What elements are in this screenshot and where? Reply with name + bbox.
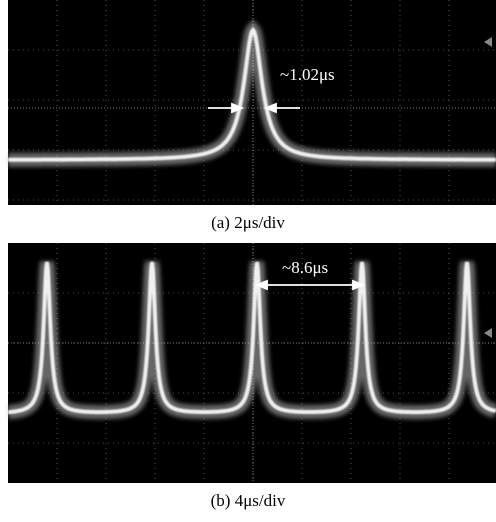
annotation: ~8.6μs: [282, 258, 328, 277]
annotation: ~1.02μs: [280, 65, 335, 84]
caption: (a) 2μs/div: [211, 213, 285, 232]
caption: (b) 4μs/div: [211, 491, 286, 510]
page: ~1.02μs (a) 2μs/div ~8.6μs (b) 4μs/div (…: [0, 0, 496, 517]
figure: ~1.02μs (a) 2μs/div ~8.6μs (b) 4μs/div: [0, 0, 496, 517]
